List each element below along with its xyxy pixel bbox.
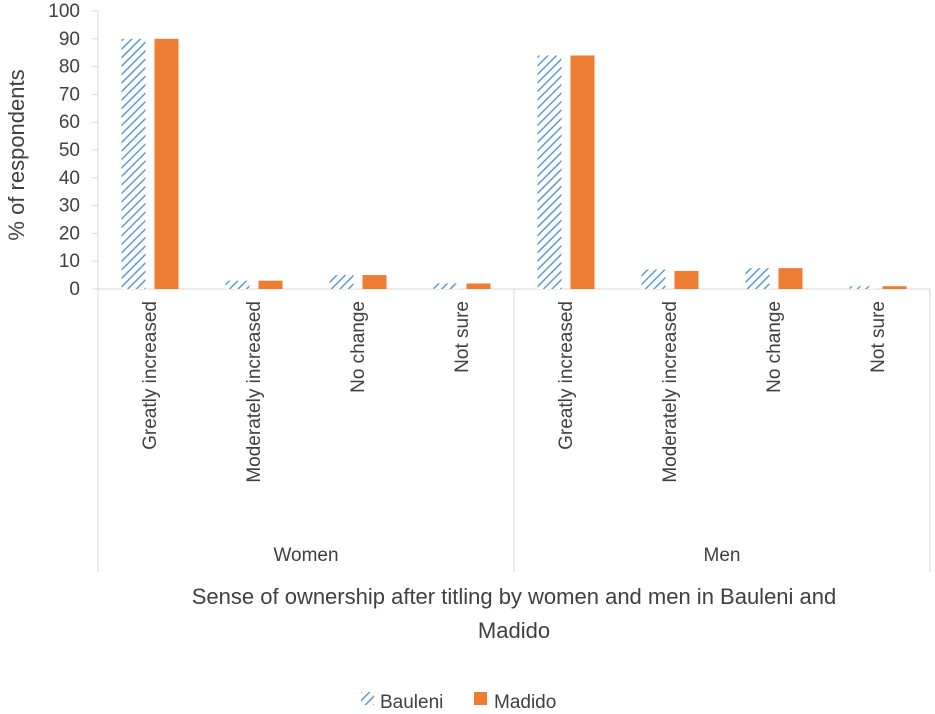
category-label: Not sure: [868, 301, 889, 373]
bars: [121, 38, 907, 290]
y-tick-label: 0: [69, 279, 80, 300]
category-label: No change: [764, 301, 785, 393]
bar-madido: [674, 270, 699, 289]
bar-bauleni: [433, 283, 458, 289]
bar-madido: [362, 275, 387, 289]
x-axis-title-line-1: Sense of ownership after titling by wome…: [192, 584, 837, 609]
bar-bauleni: [225, 280, 250, 289]
category-label: Moderately increased: [244, 301, 265, 483]
y-axis-title: % of respondents: [4, 69, 29, 240]
category-label: Greatly increased: [556, 301, 577, 450]
group-label: Men: [704, 545, 741, 566]
y-tick-label: 10: [59, 251, 80, 272]
bar-madido: [466, 283, 491, 289]
legend-swatch-madido: [474, 692, 487, 705]
y-tick-labels: 0 10 20 30 40 50 60 70 80 90 100: [48, 1, 80, 300]
y-tick-label: 60: [59, 112, 80, 133]
y-tick-label: 70: [59, 84, 80, 105]
bar-bauleni: [329, 275, 354, 289]
legend-label-madido: Madido: [494, 692, 556, 713]
bar-bauleni: [641, 269, 666, 289]
y-tick-label: 30: [59, 196, 80, 217]
y-tick-label: 50: [59, 140, 80, 161]
legend-label-bauleni: Bauleni: [380, 692, 443, 713]
y-tick-label: 90: [59, 29, 80, 50]
y-tick-label: 100: [48, 1, 80, 22]
bar-madido: [882, 286, 907, 289]
y-tick-label: 80: [59, 57, 80, 78]
group-labels: Women Men: [273, 545, 740, 566]
category-label: Greatly increased: [140, 301, 161, 450]
group-label: Women: [273, 545, 338, 566]
bar-madido: [154, 38, 179, 289]
legend-swatch-bauleni: [361, 692, 374, 705]
y-tick-label: 20: [59, 223, 80, 244]
x-axis-title-line-2: Madido: [478, 618, 550, 643]
bar-madido: [778, 268, 803, 289]
bar-bauleni: [849, 286, 874, 289]
category-labels: Greatly increased Moderately increased No …: [140, 301, 889, 483]
legend: Bauleni Madido: [361, 692, 556, 713]
bar-bauleni: [121, 38, 146, 289]
y-tick-label: 40: [59, 168, 80, 189]
axes: [92, 10, 931, 572]
category-label: Moderately increased: [660, 301, 681, 483]
bar-bauleni: [745, 268, 770, 289]
category-label: Not sure: [452, 301, 473, 373]
bar-madido: [258, 280, 283, 289]
category-label: No change: [348, 301, 369, 393]
bar-bauleni: [537, 55, 562, 290]
bar-madido: [570, 55, 595, 290]
